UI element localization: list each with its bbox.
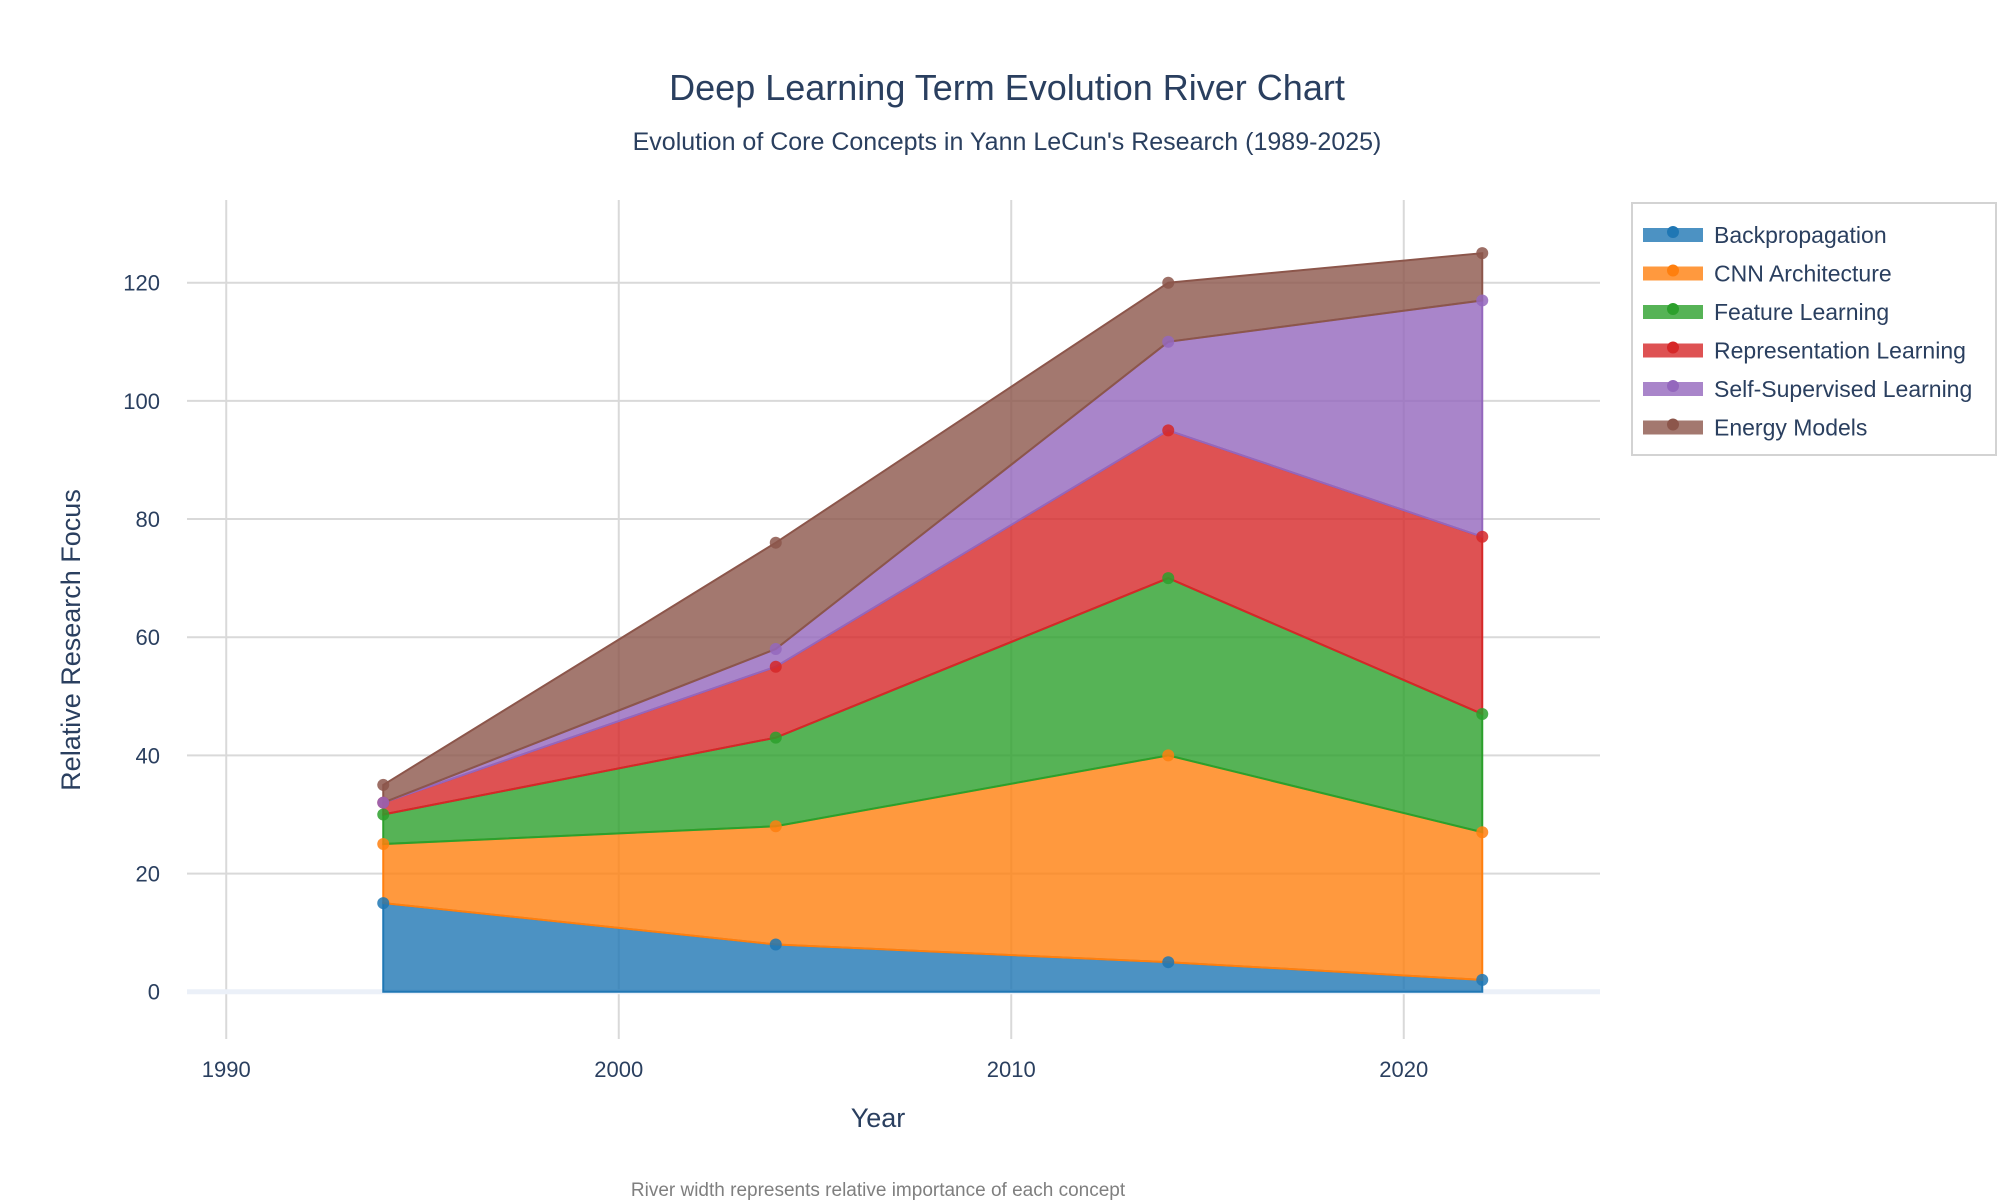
legend-marker <box>1667 418 1679 431</box>
legend-marker <box>1667 341 1679 354</box>
data-point <box>1162 276 1175 289</box>
legend-item-label: Backpropagation <box>1714 222 1887 248</box>
legend-item-label: Feature Learning <box>1714 299 1889 325</box>
legend-marker <box>1667 264 1679 277</box>
data-point <box>377 838 390 851</box>
data-point <box>1476 247 1489 260</box>
legend-box <box>1631 202 1997 456</box>
chart-annotation: River width represents relative importan… <box>631 1180 1126 1200</box>
legend-marker <box>1667 380 1679 392</box>
data-point <box>769 660 782 673</box>
data-point <box>377 897 390 910</box>
y-tick-label: 20 <box>136 862 160 887</box>
data-point <box>1162 572 1175 585</box>
x-tick-label: 2000 <box>594 1057 643 1082</box>
data-point <box>769 536 782 549</box>
data-point <box>1476 973 1489 986</box>
legend-marker <box>1667 303 1679 315</box>
data-point <box>1476 530 1489 543</box>
legend[interactable]: Backpropagation CNN Architecture Feature L… <box>1631 202 1997 456</box>
x-tick-label: 2010 <box>987 1057 1036 1082</box>
data-point <box>769 938 782 951</box>
data-point <box>1476 294 1489 307</box>
legend-marker <box>1667 226 1679 238</box>
data-point <box>1162 749 1175 762</box>
legend-item-label: CNN Architecture <box>1714 261 1892 287</box>
data-point <box>377 778 390 791</box>
y-tick-label: 120 <box>123 271 160 296</box>
x-axis-ticks: 1990 2000 2010 2020 <box>202 1057 1428 1082</box>
x-tick-label: 2020 <box>1379 1057 1428 1082</box>
chart-title: Deep Learning Term Evolution River Chart <box>669 67 1345 108</box>
data-point <box>377 796 390 809</box>
data-point <box>1476 708 1489 721</box>
data-point <box>1476 826 1489 839</box>
data-point <box>1162 956 1175 969</box>
y-tick-label: 0 <box>148 980 160 1005</box>
data-point <box>377 808 390 821</box>
x-tick-label: 1990 <box>202 1057 251 1082</box>
y-axis-ticks: 0 20 40 60 80 100 120 <box>123 271 160 1005</box>
data-point <box>769 731 782 744</box>
legend-item-label: Energy Models <box>1714 415 1867 441</box>
data-point <box>1162 424 1175 437</box>
y-axis-title: Relative Research Focus <box>56 489 86 791</box>
y-tick-label: 100 <box>123 389 160 414</box>
stacked-areas <box>382 252 1484 993</box>
chart-subtitle: Evolution of Core Concepts in Yann LeCun… <box>633 128 1382 156</box>
data-point <box>769 820 782 833</box>
y-tick-label: 60 <box>136 625 160 650</box>
legend-item-label: Representation Learning <box>1714 338 1966 364</box>
x-axis-title: Year <box>851 1103 906 1133</box>
data-point <box>1162 335 1175 348</box>
data-point <box>769 643 782 656</box>
y-tick-label: 80 <box>136 507 160 532</box>
y-tick-label: 40 <box>136 743 160 768</box>
legend-item-label: Self-Supervised Learning <box>1714 376 1972 402</box>
data-markers <box>377 247 1489 986</box>
